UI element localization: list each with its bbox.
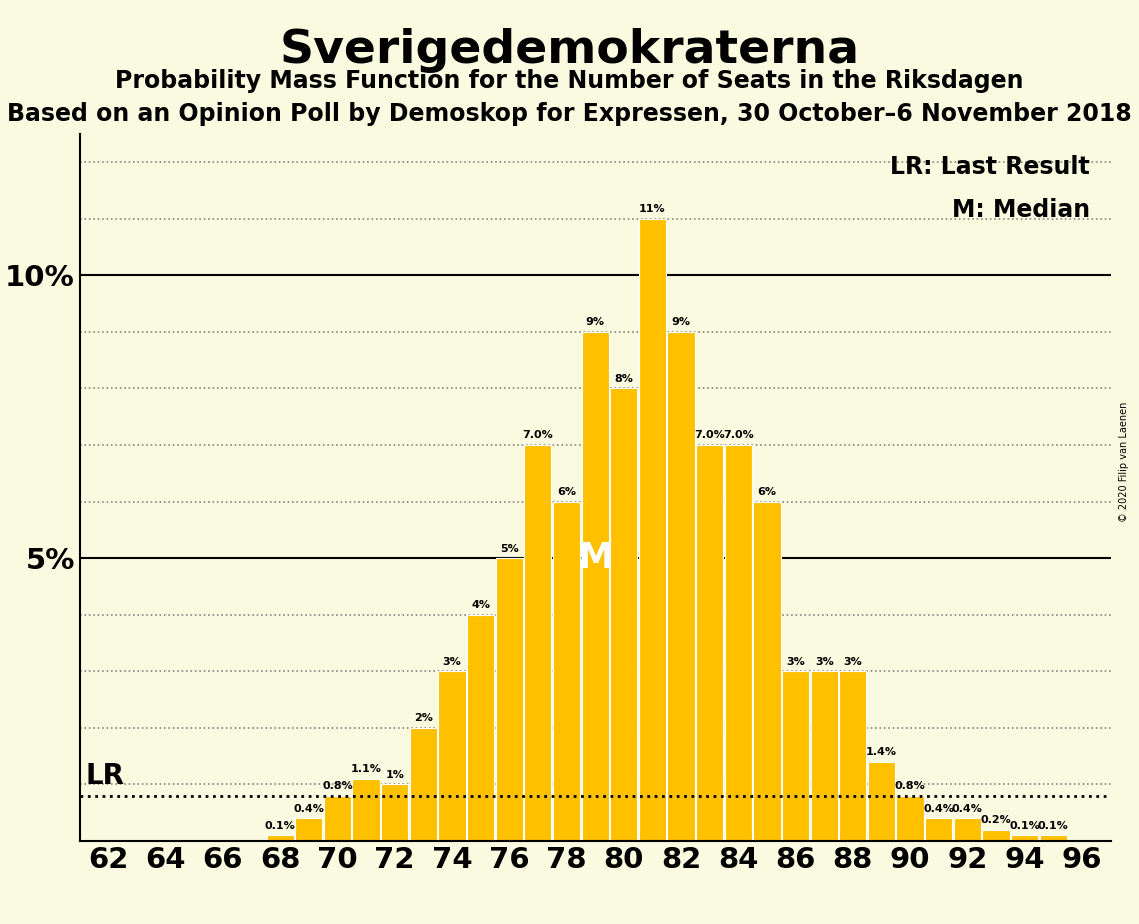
Bar: [839, 671, 867, 841]
Bar: [467, 614, 494, 841]
Bar: [382, 784, 408, 841]
Bar: [983, 830, 1009, 841]
Bar: [495, 558, 523, 841]
Text: 3%: 3%: [443, 657, 461, 667]
Bar: [811, 671, 838, 841]
Text: 8%: 8%: [614, 374, 633, 384]
Bar: [552, 502, 580, 841]
Bar: [724, 445, 752, 841]
Bar: [295, 819, 322, 841]
Text: LR: Last Result: LR: Last Result: [891, 155, 1090, 179]
Text: 9%: 9%: [672, 317, 690, 327]
Text: Probability Mass Function for the Number of Seats in the Riksdagen: Probability Mass Function for the Number…: [115, 69, 1024, 93]
Text: 6%: 6%: [757, 487, 777, 497]
Text: Sverigedemokraterna: Sverigedemokraterna: [279, 28, 860, 73]
Bar: [1011, 835, 1039, 841]
Text: 7.0%: 7.0%: [723, 431, 754, 441]
Text: Based on an Opinion Poll by Demoskop for Expressen, 30 October–6 November 2018: Based on an Opinion Poll by Demoskop for…: [7, 102, 1132, 126]
Text: 7.0%: 7.0%: [695, 431, 726, 441]
Text: 0.1%: 0.1%: [1009, 821, 1040, 831]
Bar: [782, 671, 809, 841]
Bar: [323, 796, 351, 841]
Bar: [953, 819, 981, 841]
Text: 2%: 2%: [413, 713, 433, 723]
Text: 5%: 5%: [500, 543, 518, 553]
Bar: [896, 796, 924, 841]
Bar: [639, 219, 666, 841]
Bar: [267, 835, 294, 841]
Text: 0.4%: 0.4%: [952, 804, 983, 814]
Bar: [696, 445, 723, 841]
Text: 0.1%: 0.1%: [264, 821, 295, 831]
Text: 0.1%: 0.1%: [1038, 821, 1068, 831]
Text: 4%: 4%: [472, 600, 490, 610]
Text: M: M: [577, 541, 613, 575]
Text: 0.4%: 0.4%: [924, 804, 954, 814]
Text: 11%: 11%: [639, 204, 665, 214]
Text: 0.2%: 0.2%: [981, 815, 1011, 825]
Text: 3%: 3%: [814, 657, 834, 667]
Bar: [667, 332, 695, 841]
Text: 7.0%: 7.0%: [523, 431, 554, 441]
Bar: [410, 728, 437, 841]
Bar: [611, 388, 638, 841]
Text: 0.4%: 0.4%: [294, 804, 325, 814]
Text: 1.1%: 1.1%: [351, 764, 382, 774]
Bar: [1040, 835, 1067, 841]
Text: 1%: 1%: [385, 770, 404, 780]
Bar: [524, 445, 551, 841]
Bar: [439, 671, 466, 841]
Text: 9%: 9%: [585, 317, 605, 327]
Bar: [753, 502, 780, 841]
Text: 0.8%: 0.8%: [322, 781, 353, 791]
Text: LR: LR: [85, 762, 124, 790]
Text: 3%: 3%: [844, 657, 862, 667]
Text: 0.8%: 0.8%: [895, 781, 926, 791]
Text: M: Median: M: Median: [952, 198, 1090, 222]
Text: 1.4%: 1.4%: [866, 748, 896, 757]
Bar: [582, 332, 608, 841]
Text: 6%: 6%: [557, 487, 576, 497]
Text: 3%: 3%: [786, 657, 805, 667]
Text: © 2020 Filip van Laenen: © 2020 Filip van Laenen: [1120, 402, 1129, 522]
Bar: [925, 819, 952, 841]
Bar: [868, 761, 895, 841]
Bar: [352, 779, 379, 841]
